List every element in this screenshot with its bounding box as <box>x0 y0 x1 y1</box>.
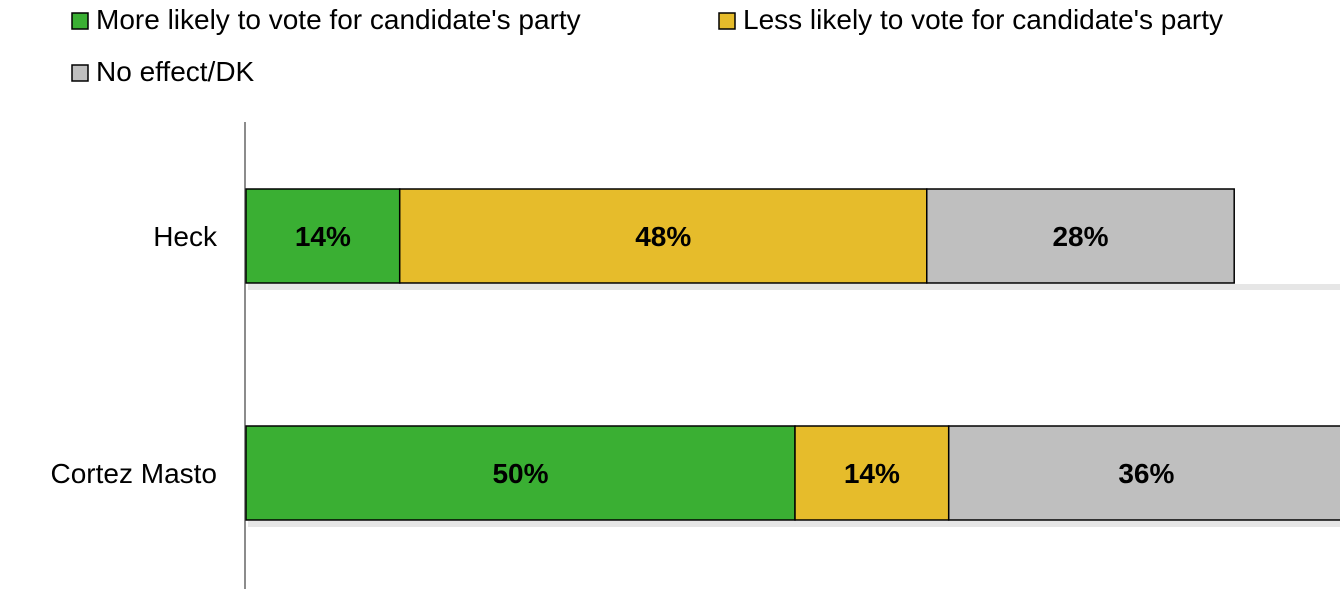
bars: 14% 48% 28% 50% 14% 36% <box>245 188 1340 527</box>
legend-label-2: Less likely to vote for candidate's part… <box>743 4 1223 35</box>
legend-swatch-1 <box>71 12 89 30</box>
data-label-2-1: 50% <box>492 458 548 489</box>
bar-1-segment-3 <box>926 188 1235 284</box>
legend: More likely to vote for candidate's part… <box>71 4 1223 87</box>
data-label-1-3: 28% <box>1052 221 1108 252</box>
bar-shadow-1 <box>248 284 1340 290</box>
bar-shadow-2 <box>248 521 1340 527</box>
bar-1-segment-1 <box>245 188 401 284</box>
category-label-2: Cortez Masto <box>51 458 218 489</box>
legend-label-3: No effect/DK <box>96 56 255 87</box>
data-label-2-2: 14% <box>844 458 900 489</box>
legend-swatch-3 <box>71 64 89 82</box>
legend-swatch-2 <box>718 12 736 30</box>
bar-1-segment-2 <box>398 188 928 284</box>
data-label-2-3: 36% <box>1118 458 1174 489</box>
bar-2-segment-3 <box>947 425 1340 521</box>
data-label-1-1: 14% <box>295 221 351 252</box>
category-label-1: Heck <box>153 221 218 252</box>
legend-label-1: More likely to vote for candidate's part… <box>96 4 581 35</box>
category-labels: Heck Cortez Masto <box>51 221 218 489</box>
data-label-1-2: 48% <box>635 221 691 252</box>
